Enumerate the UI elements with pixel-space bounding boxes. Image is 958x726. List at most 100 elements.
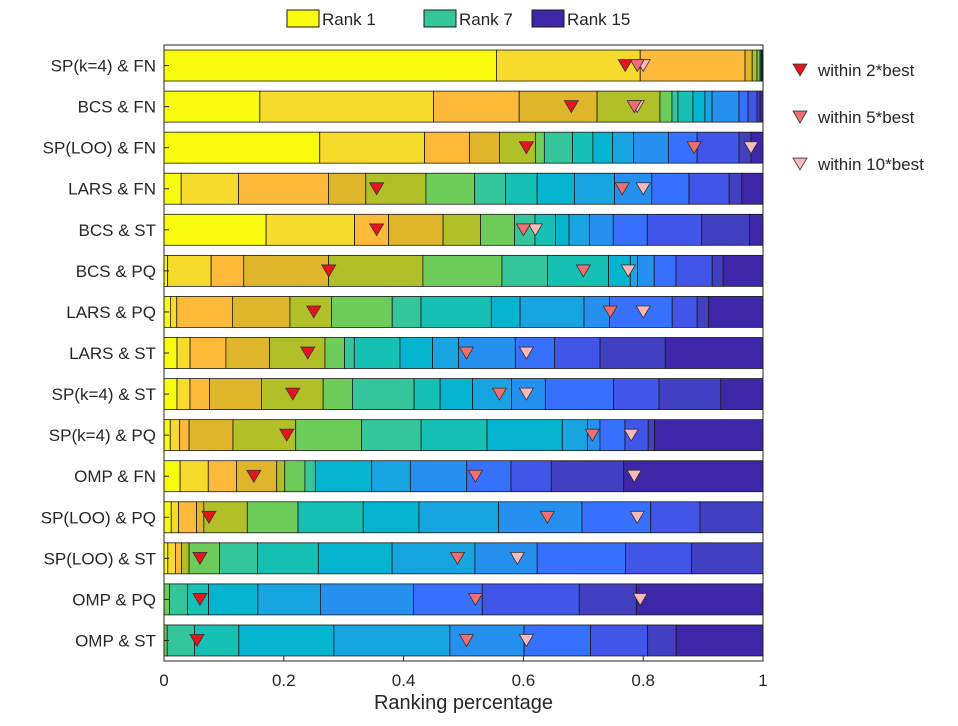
bar-segment (425, 172, 476, 205)
bar-segment (650, 501, 701, 534)
bar-segment (639, 49, 746, 82)
bar-segment (701, 213, 750, 246)
bar-segment (692, 90, 706, 123)
bar-segment (677, 90, 694, 123)
bar-segment (741, 172, 764, 205)
bar-segment (424, 131, 470, 164)
bar-segment (166, 624, 195, 657)
bar-segment (284, 460, 306, 493)
bar-segment (225, 337, 270, 369)
marker-2x-best (321, 264, 337, 278)
bar-segment (176, 337, 191, 369)
bar-segment (651, 172, 690, 205)
legend-label: within 5*best (817, 108, 915, 127)
marker-2x-best (563, 100, 580, 114)
marker-2x-best (189, 634, 205, 648)
bar-segment (647, 624, 677, 657)
x-axis-ticks: 0 0.2 0.4 0.6 0.8 1 (159, 656, 768, 690)
legend-label: within 2*best (817, 61, 915, 80)
bar-segment (170, 501, 179, 534)
x-tick-label: 0.8 (631, 671, 655, 690)
bar-segment (331, 296, 393, 328)
bar-segment (711, 254, 724, 287)
bar-segment (295, 419, 362, 452)
bar-segment (519, 296, 585, 328)
y-tick-label: OMP & FN (74, 467, 156, 486)
y-tick-label: SP(k=4) & PQ (49, 426, 156, 445)
bar-segment (623, 460, 764, 493)
bar-segment (574, 172, 615, 205)
y-tick-label: SP(LOO) & PQ (41, 508, 156, 527)
bar-segment (181, 542, 190, 575)
bar-segment (510, 460, 552, 493)
bar-segment (276, 460, 286, 493)
bar-segment (322, 378, 353, 410)
marker-10x-best (743, 141, 759, 155)
bar-segment (751, 49, 758, 82)
marker-5x-best (575, 264, 591, 278)
marker-5x-best (626, 100, 642, 114)
x-tick-label: 0.6 (512, 671, 536, 690)
bar-segment (543, 131, 573, 164)
bar-segment (179, 419, 190, 452)
bar-segment (589, 213, 614, 246)
marker-2x-best (300, 346, 316, 360)
bar-segment (722, 254, 764, 287)
bar-segment (699, 501, 764, 534)
bar-segment (480, 213, 515, 246)
marker-2x-best (368, 182, 385, 196)
bar-segment (554, 337, 601, 369)
bar-segment (554, 213, 570, 246)
bar-segment (297, 501, 364, 534)
bar-segment (691, 542, 764, 575)
bar-segment (188, 419, 234, 452)
bar-segment (352, 378, 415, 410)
y-tick-label: LARS & ST (69, 344, 156, 363)
marker-2x-best (201, 510, 217, 525)
bar-segment (659, 90, 673, 123)
marker-5x-best (629, 59, 645, 73)
bar-segment (314, 460, 373, 493)
marker-10x-best (635, 305, 651, 319)
bar-segment (354, 213, 390, 246)
bar-segment (236, 460, 278, 493)
legend-marker-icon (792, 157, 808, 171)
bar-segment (179, 460, 209, 493)
bar-segment (550, 460, 625, 493)
bar-segment (568, 213, 590, 246)
legend-right: within 2*best within 5*best within 10*best (792, 61, 924, 174)
y-tick-label: BCS & PQ (76, 262, 156, 281)
bar-segment (747, 90, 758, 123)
marker-2x-best (279, 428, 295, 442)
x-tick-label: 1 (758, 671, 767, 690)
bar-segment (418, 501, 500, 534)
bar-segment (167, 254, 212, 287)
bar-segment (304, 460, 316, 493)
bar-segment (176, 296, 233, 328)
marker-5x-best (467, 469, 484, 483)
y-tick-label: SP(LOO) & FN (43, 139, 156, 158)
marker-5x-best (449, 551, 466, 566)
bar-segment (317, 542, 393, 575)
bar-segment (189, 337, 227, 369)
bar-segment (163, 90, 261, 123)
bar-segment (653, 254, 677, 287)
bar-segment (613, 378, 660, 410)
marker-2x-best (306, 305, 322, 319)
bar-segment (609, 296, 673, 328)
bar-segment (646, 213, 703, 246)
bar-segment (388, 213, 444, 246)
bar-segment (664, 337, 764, 369)
bar-segment (675, 624, 764, 657)
bar-segment (209, 378, 262, 410)
legend-marker-icon (792, 110, 808, 124)
bars-layer (163, 49, 764, 657)
bar-segment (688, 172, 730, 205)
bar-segment (175, 542, 182, 575)
bar-segment (259, 90, 434, 123)
bar-segment (578, 583, 637, 616)
bar-segment (633, 131, 669, 164)
marker-2x-best (192, 551, 208, 566)
bar-segment (391, 296, 422, 328)
bar-segment (353, 337, 401, 369)
